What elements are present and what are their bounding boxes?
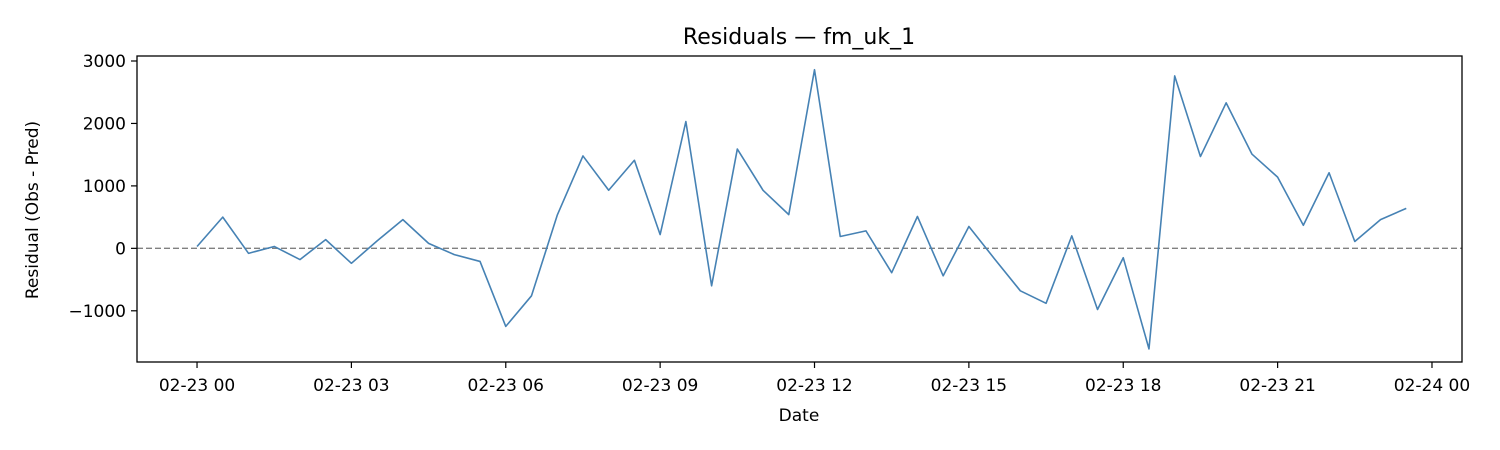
x-tick-label: 02-23 00 xyxy=(159,376,235,396)
chart-title: Residuals — fm_uk_1 xyxy=(683,25,915,50)
y-tick-label: 0 xyxy=(115,239,126,259)
residual-series-line xyxy=(196,68,1407,350)
x-tick-label: 02-23 21 xyxy=(1239,376,1315,396)
x-tick-label: 02-24 00 xyxy=(1394,376,1470,396)
plot-frame xyxy=(136,55,1463,363)
x-axis-label: Date xyxy=(779,406,820,426)
x-tick-label: 02-23 03 xyxy=(313,376,389,396)
y-tick-label: 1000 xyxy=(83,177,126,197)
x-tick-label: 02-23 18 xyxy=(1085,376,1161,396)
y-tick-label: 3000 xyxy=(83,52,126,72)
y-axis-label: Residual (Obs - Pred) xyxy=(23,121,43,299)
x-tick-label: 02-23 06 xyxy=(468,376,544,396)
x-tick-label: 02-23 09 xyxy=(622,376,698,396)
y-tick-label: 2000 xyxy=(83,114,126,134)
x-tick-label: 02-23 12 xyxy=(776,376,852,396)
x-tick-label: 02-23 15 xyxy=(931,376,1007,396)
y-tick-label: −1000 xyxy=(68,302,126,322)
